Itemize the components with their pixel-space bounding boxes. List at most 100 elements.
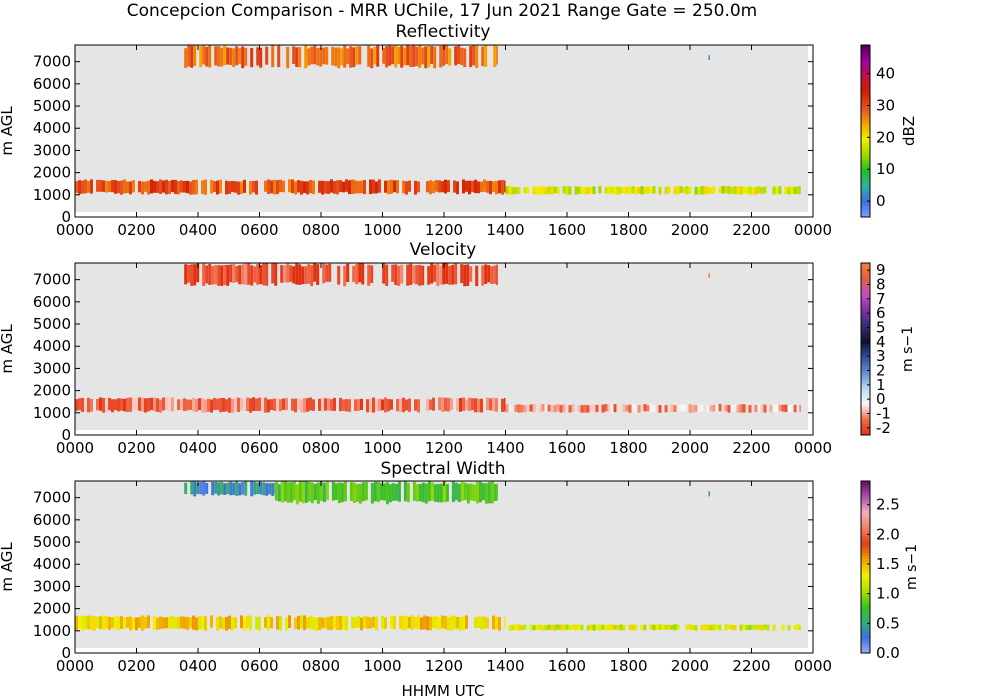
echo-cell: [366, 616, 369, 629]
colorbar-segment: [861, 306, 870, 310]
echo-cell: [442, 45, 446, 66]
echo-cell: [214, 46, 218, 66]
colorbar-segment: [861, 521, 870, 525]
echo-cell: [87, 181, 90, 193]
echo-cell: [643, 404, 647, 412]
echo-cell: [676, 404, 680, 413]
echo-cell: [274, 483, 275, 494]
echo-cell: [246, 615, 249, 628]
colorbar-segment: [861, 495, 870, 499]
echo-cell: [141, 397, 144, 412]
y-tick-label: 6000: [33, 293, 71, 311]
echo-cell: [310, 265, 314, 287]
echo-cell: [291, 179, 294, 194]
echo-cell: [234, 397, 237, 412]
echo-cell: [129, 397, 132, 412]
echo-cell: [243, 399, 246, 411]
y-tick-label: 0: [61, 208, 71, 226]
colorbar-segment: [861, 274, 870, 278]
echo-cell: [225, 180, 228, 195]
echo-cell: [249, 181, 252, 195]
echo-cell: [477, 181, 480, 194]
echo-cell: [613, 404, 617, 413]
echo-cell: [402, 180, 405, 194]
echo-cell: [351, 179, 354, 194]
echo-cell: [190, 45, 194, 68]
echo-cell: [183, 181, 186, 193]
echo-cell: [280, 265, 284, 283]
echo-cell: [90, 615, 93, 630]
colorbar-segment: [861, 303, 870, 307]
echo-cell: [256, 264, 260, 285]
colorbar-tick-label: 0: [876, 192, 886, 210]
echo-cell: [381, 399, 384, 411]
colorbar-segment: [861, 389, 870, 393]
echo-cell: [489, 398, 492, 411]
echo-cell: [414, 399, 417, 411]
echo-cell: [114, 399, 117, 411]
echo-cell: [117, 398, 120, 412]
x-tick-label: 1200: [425, 221, 463, 239]
echo-cell: [267, 179, 270, 194]
echo-cell: [607, 624, 611, 631]
echo-cell: [402, 615, 405, 631]
echo-region: [708, 491, 710, 497]
echo-cell: [96, 399, 99, 411]
echo-cell: [658, 186, 662, 195]
colorbar-tick-label: 6: [876, 304, 886, 322]
echo-cell: [532, 404, 536, 413]
echo-cell: [306, 398, 309, 412]
echo-cell: [706, 404, 710, 413]
echo-cell: [312, 180, 315, 195]
x-tick-label: 1200: [425, 657, 463, 675]
colorbar-segment: [861, 323, 870, 327]
echo-cell: [202, 481, 206, 496]
echo-cell: [514, 187, 518, 194]
echo-cell: [691, 404, 695, 413]
echo-cell: [589, 404, 593, 412]
colorbar-segment: [861, 420, 870, 425]
echo-cell: [223, 265, 227, 286]
echo-cell: [444, 615, 447, 629]
colorbar-segment: [861, 105, 870, 109]
echo-cell: [186, 616, 189, 631]
colorbar-segment: [861, 595, 870, 600]
echo-cell: [694, 186, 698, 195]
echo-cell: [391, 483, 395, 501]
echo-cell: [352, 265, 356, 282]
echo-cell: [264, 180, 267, 192]
echo-cell: [216, 616, 219, 631]
colorbar-segment: [861, 346, 870, 350]
echo-cell: [733, 404, 737, 412]
echo-cell: [619, 624, 623, 631]
echo-cell: [249, 398, 252, 413]
echo-cell: [685, 624, 689, 631]
echo-cell: [211, 266, 215, 285]
colorbar-tick-label: 20: [876, 128, 895, 146]
x-tick-label: 1000: [363, 657, 401, 675]
colorbar-segment: [861, 392, 870, 396]
echo-cell: [778, 404, 782, 412]
echo-cell: [454, 46, 458, 66]
echo-cell: [310, 482, 314, 504]
echo-cell: [429, 399, 432, 410]
echo-cell: [348, 399, 351, 412]
colorbar-segment: [861, 503, 870, 508]
colorbar-tick-label: 40: [876, 65, 895, 83]
echo-cell: [102, 180, 105, 192]
echo-cell: [532, 186, 536, 195]
colorbar-tick-label: 0.0: [876, 644, 900, 662]
y-tick-label: 1000: [33, 186, 71, 204]
echo-cell: [754, 405, 758, 412]
echo-cell: [358, 483, 362, 504]
echo-cell: [438, 180, 441, 193]
echo-cell: [484, 45, 488, 67]
echo-cell: [223, 45, 227, 66]
echo-cell: [559, 624, 563, 631]
echo-cell: [303, 615, 306, 631]
colorbar-segment: [861, 108, 870, 112]
colorbar-tick-label: 4: [876, 333, 886, 351]
y-tick-label: 7000: [33, 489, 71, 507]
y-tick-label: 2000: [33, 164, 71, 182]
panel-reflectivity: Reflectivity 0000 0200 0400 0600 0800 1000 120…: [0, 22, 918, 239]
